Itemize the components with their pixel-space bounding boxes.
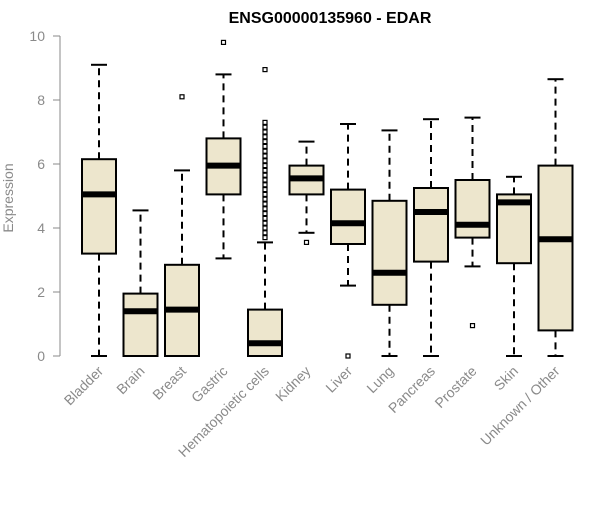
outlier-point [303,239,310,245]
x-label-prostate: Prostate [431,363,479,411]
outlier-point [262,158,268,164]
outlier-point [262,167,268,173]
outlier-point [262,119,268,126]
y-axis-label: Expression [0,163,16,232]
outlier-point [262,177,268,183]
outlier-point [262,129,268,135]
box-iqr [413,187,449,263]
box-brain [122,209,159,358]
outlier-point [262,206,268,212]
y-tick-label-2: 2 [37,284,45,300]
x-label-bladder: Bladder [61,363,107,409]
outlier-point [262,134,268,140]
outlier-point [262,211,268,217]
outlier-point [262,235,268,241]
outlier-point [345,353,351,359]
y-tick-label-10: 10 [29,28,45,44]
box-hematopoietic-cells [247,66,283,358]
box-pancreas [413,118,449,357]
outlier-point [262,153,268,159]
box-prostate [454,116,491,329]
outlier-point [262,196,268,202]
outlier-point [262,220,268,226]
box-lung [371,129,408,357]
box-iqr [330,188,366,246]
boxes-group [81,39,574,359]
outlier-point [262,230,268,236]
box-liver [330,123,366,359]
outlier-point [262,139,268,145]
outlier-point [179,94,185,100]
box-breast [164,94,200,357]
box-iqr [496,193,532,265]
box-skin [496,175,532,357]
outlier-point [469,323,476,329]
y-tick-label-8: 8 [37,92,45,108]
box-iqr [371,199,408,306]
y-tick-label-4: 4 [37,220,45,236]
x-label-lung: Lung [363,363,396,396]
outlier-point [262,163,268,169]
box-iqr [81,158,117,255]
outlier-point [262,225,268,231]
outlier-point [262,182,268,188]
x-label-skin: Skin [491,363,522,394]
outlier-point [262,124,268,130]
outlier-point [262,191,268,197]
box-iqr [454,179,491,239]
outlier-point [262,148,268,154]
outlier-point [262,66,268,73]
box-gastric [205,39,242,260]
y-tick-label-0: 0 [37,348,45,364]
x-label-brain: Brain [113,363,147,397]
x-label-liver: Liver [322,363,355,396]
box-iqr [247,308,283,358]
outlier-point [220,39,227,46]
x-label-unknown-other: Unknown / Other [477,363,563,449]
box-kidney [288,140,325,245]
outlier-point [262,172,268,178]
box-iqr [537,164,574,332]
box-bladder [81,63,117,357]
chart-title: ENSG00000135960 - EDAR [229,10,432,27]
y-axis: 0 2 4 6 8 10 [29,28,61,364]
outlier-point [262,187,268,193]
outlier-point [262,215,268,221]
box-unknown-other [537,78,574,357]
x-label-kidney: Kidney [272,363,314,405]
x-label-breast: Breast [149,363,189,403]
box-iqr [122,292,159,358]
y-tick-label-6: 6 [37,156,45,172]
outlier-point [262,201,268,207]
outlier-point [262,143,268,149]
